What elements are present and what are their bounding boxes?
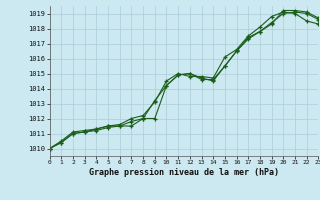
X-axis label: Graphe pression niveau de la mer (hPa): Graphe pression niveau de la mer (hPa): [89, 168, 279, 177]
